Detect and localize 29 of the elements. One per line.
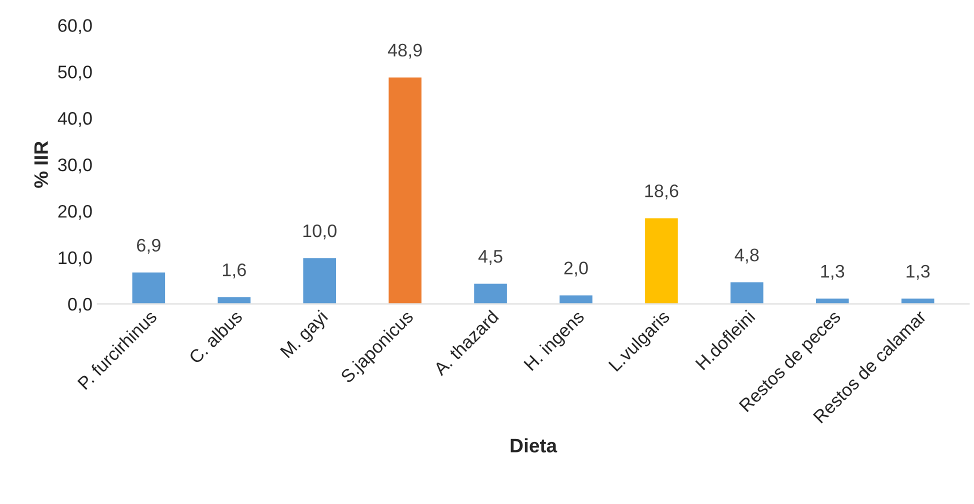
data-label: 1,3	[906, 264, 930, 280]
y-tick-label: 50,0	[58, 66, 92, 81]
x-axis-title: Dieta	[510, 438, 558, 452]
data-label: 4,8	[734, 248, 759, 264]
bar	[387, 76, 423, 304]
y-tick-label: 60,0	[58, 19, 92, 34]
data-label: 1,3	[821, 264, 844, 280]
data-label: 10,0	[303, 224, 336, 240]
bar	[814, 297, 850, 304]
data-label: 4,5	[478, 250, 502, 265]
y-tick-label: 0,0	[68, 298, 92, 313]
y-tick-label: 20,0	[58, 204, 92, 220]
bar	[729, 280, 765, 304]
y-axis-title: % IIR	[34, 141, 48, 188]
bar	[216, 296, 252, 304]
data-label: 6,9	[137, 238, 160, 254]
bar	[130, 271, 166, 304]
data-label: 48,9	[388, 44, 422, 59]
bar	[900, 297, 936, 304]
y-tick-label: 10,0	[58, 251, 92, 266]
data-label: 2,0	[564, 262, 588, 277]
data-label: 1,6	[222, 263, 246, 278]
data-label: 18,6	[645, 184, 678, 200]
y-tick-label: 40,0	[58, 112, 92, 127]
bar	[302, 256, 338, 304]
bar	[558, 294, 594, 304]
bar	[472, 282, 508, 304]
y-tick-label: 30,0	[58, 158, 92, 174]
bar	[644, 216, 680, 304]
